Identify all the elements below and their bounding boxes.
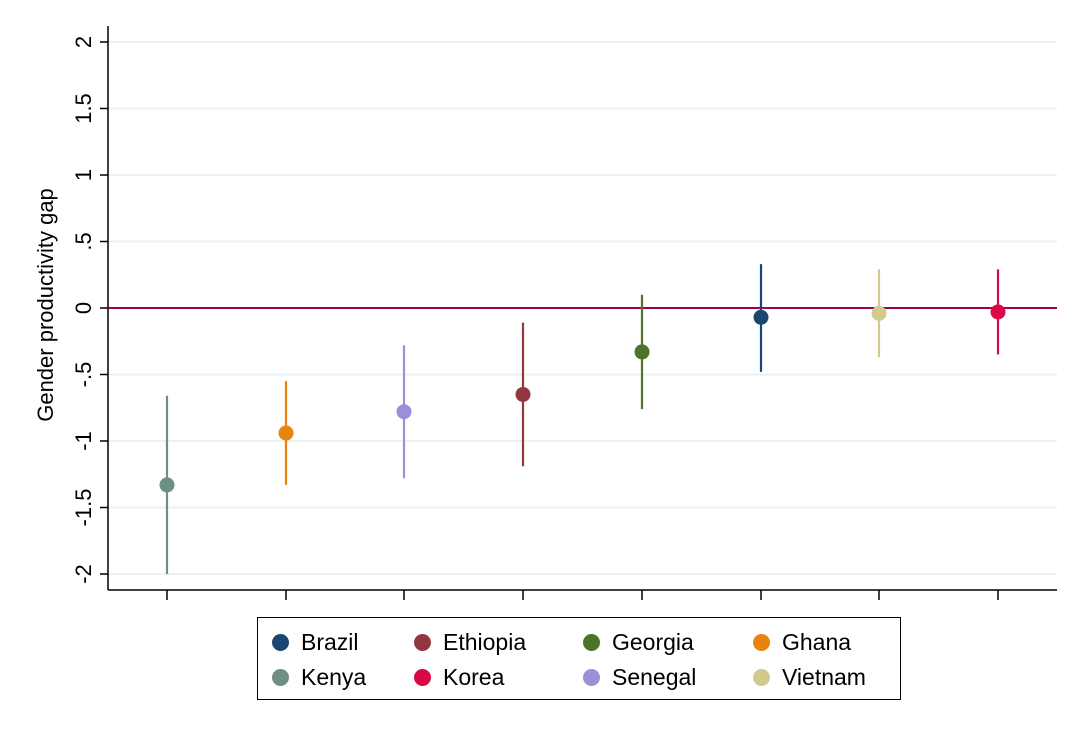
legend-label: Ghana xyxy=(782,628,852,655)
point-kenya xyxy=(159,477,175,493)
legend-label: Kenya xyxy=(301,663,367,690)
legend-item-brazil: Brazil xyxy=(272,627,359,657)
point-ethiopia xyxy=(515,386,531,402)
y-tick-label: 1.5 xyxy=(71,93,96,124)
y-tick-label: 1 xyxy=(71,169,96,181)
y-tick-label: .5 xyxy=(71,232,96,250)
legend-swatch xyxy=(272,668,289,686)
y-tick-label: -1.5 xyxy=(71,489,96,527)
legend-swatch xyxy=(414,633,431,651)
legend-item-georgia: Georgia xyxy=(583,627,694,657)
legend-swatch xyxy=(753,668,770,686)
legend-swatch xyxy=(583,668,600,686)
point-georgia xyxy=(634,344,650,360)
legend-swatch xyxy=(414,668,431,686)
y-tick-label: -1 xyxy=(71,431,96,451)
legend-item-senegal: Senegal xyxy=(583,662,696,692)
legend-item-ethiopia: Ethiopia xyxy=(414,627,526,657)
legend-label: Brazil xyxy=(301,628,359,655)
axes: 21.51.50-.5-1-1.5-2 xyxy=(71,26,1057,600)
legend-item-ghana: Ghana xyxy=(753,627,851,657)
legend-swatch xyxy=(272,633,289,651)
y-tick-label: -.5 xyxy=(71,362,96,388)
legend-swatch xyxy=(583,633,600,651)
y-tick-label: -2 xyxy=(71,564,96,584)
point-korea xyxy=(990,304,1006,320)
legend-label: Georgia xyxy=(612,628,694,655)
legend-swatch xyxy=(753,633,770,651)
point-ghana xyxy=(278,425,294,441)
y-axis-title: Gender productivity gap xyxy=(33,188,58,422)
legend-item-korea: Korea xyxy=(414,662,504,692)
y-tick-label: 0 xyxy=(71,302,96,314)
legend-item-vietnam: Vietnam xyxy=(753,662,866,692)
point-vietnam xyxy=(871,305,887,321)
legend-label: Korea xyxy=(443,663,505,690)
point-senegal xyxy=(396,404,412,420)
legend-label: Vietnam xyxy=(782,663,866,690)
legend-label: Ethiopia xyxy=(443,628,527,655)
legend: Brazil Ethiopia Georgia Ghana Kenya Korea Sene… xyxy=(257,617,901,700)
y-tick-label: 2 xyxy=(71,36,96,48)
legend-label: Senegal xyxy=(612,663,697,690)
legend-item-kenya: Kenya xyxy=(272,662,366,692)
point-brazil xyxy=(753,309,769,325)
data-marks xyxy=(159,264,1006,574)
